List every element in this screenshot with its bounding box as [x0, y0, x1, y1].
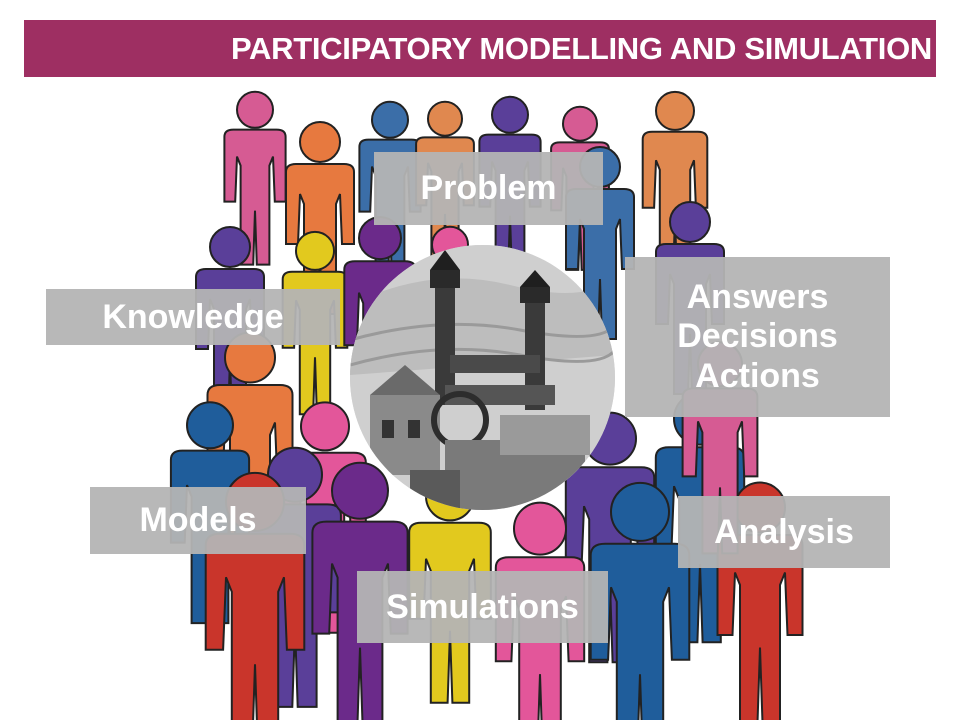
- person-silhouette: [589, 481, 691, 720]
- actions-label: Actions: [695, 356, 820, 395]
- knowledge-box: Knowledge: [46, 289, 340, 345]
- decisions-label: Decisions: [677, 317, 838, 356]
- center-illustration-circle: [350, 245, 615, 510]
- problem-label: Problem: [420, 169, 557, 207]
- problem-box: Problem: [374, 152, 603, 225]
- answers-decisions-actions-box: Answers Decisions Actions: [625, 257, 890, 417]
- answers-label: Answers: [686, 278, 829, 317]
- models-box: Models: [90, 487, 306, 554]
- knowledge-label: Knowledge: [102, 297, 284, 336]
- analysis-box: Analysis: [678, 496, 890, 568]
- page-title: PARTICIPATORY MODELLING AND SIMULATION: [24, 20, 936, 77]
- page-title-text: PARTICIPATORY MODELLING AND SIMULATION: [230, 30, 932, 66]
- person-silhouette: [223, 90, 287, 266]
- simulations-label: Simulations: [386, 587, 579, 626]
- analysis-label: Analysis: [714, 512, 854, 551]
- simulations-box: Simulations: [357, 571, 608, 643]
- models-label: Models: [139, 501, 257, 539]
- waterfall-illustration-icon: [350, 245, 615, 510]
